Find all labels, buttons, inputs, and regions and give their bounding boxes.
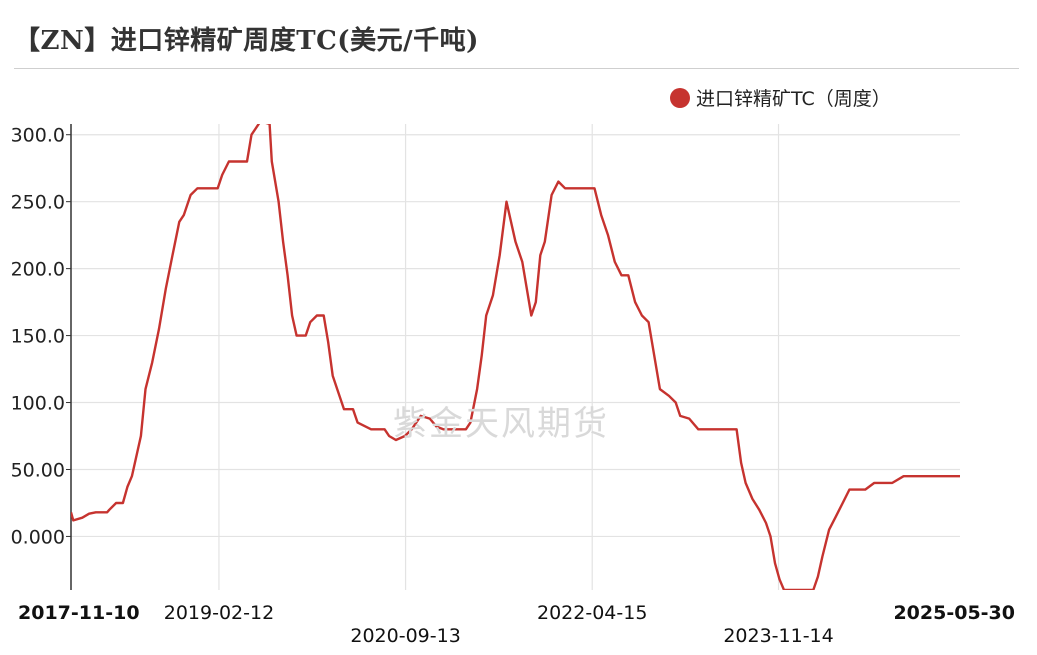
x-tick-label: 2025-05-30 (893, 602, 1015, 624)
y-tick-label: 50.00 (11, 459, 65, 481)
axes (66, 124, 72, 590)
series-layer (71, 124, 960, 590)
y-tick-label: 150.0 (11, 326, 65, 348)
chart-title: 【ZN】进口锌精矿周度TC(美元/千吨) (14, 26, 479, 56)
y-tick-label: 250.0 (11, 192, 65, 214)
legend-marker (670, 87, 690, 108)
grid-lines (71, 124, 960, 590)
x-tick-label: 2019-02-12 (164, 602, 274, 624)
title-divider (14, 68, 1019, 69)
y-tick-label: 200.0 (11, 259, 65, 281)
watermark-text: 紫金天风期货 (393, 404, 609, 444)
series-line-tc (71, 124, 960, 590)
x-tick-label: 2017-11-10 (18, 602, 140, 624)
tick-labels: 0.000 50.00 100.0 150.0 200.0 250.0 300.0 2017-… (11, 125, 1015, 647)
y-tick-label: 300.0 (11, 125, 65, 147)
y-tick-label: 100.0 (11, 393, 65, 415)
x-tick-label: 2023-11-14 (723, 625, 833, 647)
y-tick-label: 0.000 (11, 526, 65, 548)
x-tick-label: 2020-09-13 (350, 625, 460, 647)
legend-label: 进口锌精矿TC（周度） (696, 88, 891, 110)
x-tick-label: 2022-04-15 (537, 602, 647, 624)
chart-legend[interactable]: 进口锌精矿TC（周度） (670, 84, 891, 111)
